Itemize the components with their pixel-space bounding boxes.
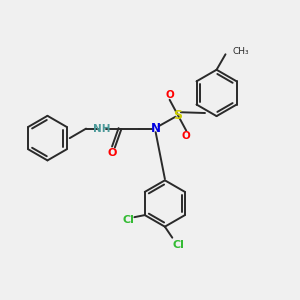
Text: N: N [151, 122, 160, 135]
Text: S: S [173, 109, 182, 122]
Text: O: O [165, 90, 174, 100]
Text: Cl: Cl [172, 240, 184, 250]
Text: O: O [182, 131, 190, 141]
Text: Cl: Cl [122, 214, 134, 224]
Text: O: O [108, 148, 117, 158]
Text: CH₃: CH₃ [233, 47, 250, 56]
Text: NH: NH [93, 124, 110, 134]
